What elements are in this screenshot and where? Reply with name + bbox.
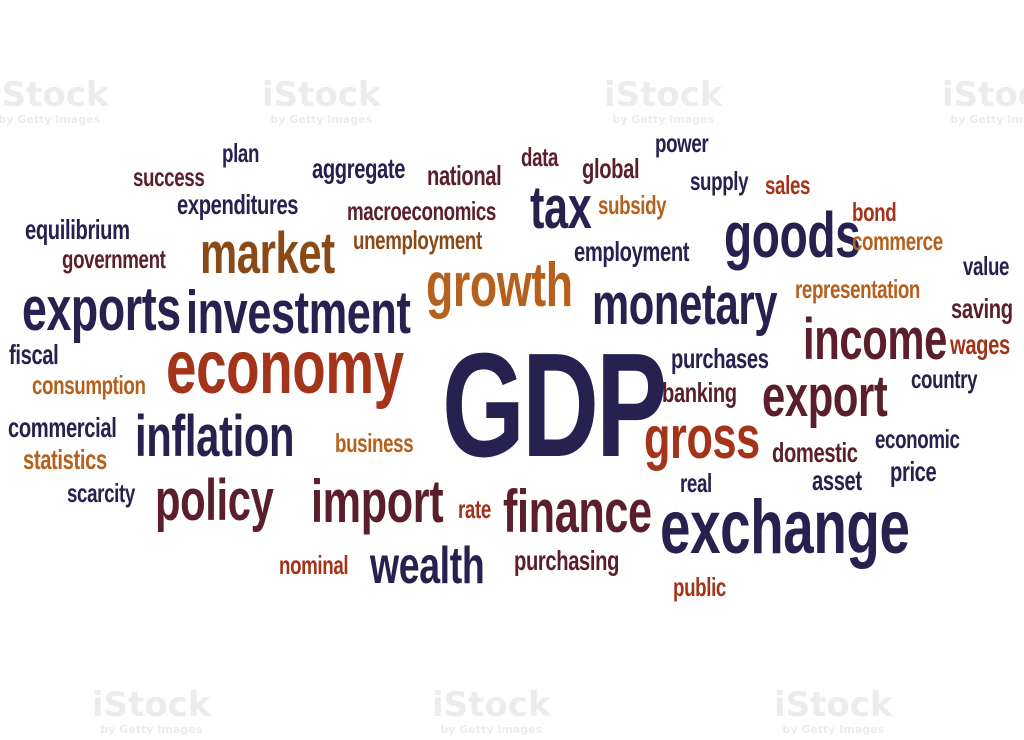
word-supply: supply [690,166,749,196]
word-purchases: purchases [671,343,769,374]
word-expenditures: expenditures [177,189,299,220]
watermark-brand: iStock [604,75,723,115]
word-tax: tax [530,174,592,241]
watermark: iStock by Getty Images [92,688,211,735]
word-success: success [133,162,205,192]
word-investment: investment [186,279,411,346]
word-banking: banking [662,377,737,408]
watermark-tagline: by Getty Images [100,723,203,736]
word-scarcity: scarcity [67,478,135,508]
watermark-tagline: by Getty Images [0,113,101,126]
word-public: public [673,572,726,602]
word-fiscal: fiscal [9,339,59,370]
watermark-tagline: by Getty Images [612,113,715,126]
watermark-tagline: by Getty Images [270,113,373,126]
word-domestic: domestic [772,437,858,468]
word-exchange: exchange [660,485,910,570]
word-income: income [803,307,948,372]
word-employment: employment [574,236,690,267]
word-business: business [335,428,414,458]
word-wages: wages [950,329,1010,360]
word-sales: sales [765,170,811,200]
word-monetary: monetary [592,272,778,337]
watermark-brand: iStock [432,685,551,725]
word-gross: gross [644,404,760,471]
word-statistics: statistics [23,444,107,475]
word-purchasing: purchasing [514,545,620,576]
word-country: country [911,364,978,394]
watermark: iStock by Getty Images [942,78,1024,125]
word-price: price [890,456,937,487]
word-plan: plan [222,138,260,168]
word-gdp: GDP [442,323,667,488]
word-commerce: commerce [852,226,943,256]
watermark: iStock by Getty Images [604,78,723,125]
word-saving: saving [951,293,1013,324]
word-rate: rate [458,494,491,524]
watermark-brand: iStock [92,685,211,725]
word-subsidy: subsidy [598,190,667,220]
word-equilibrium: equilibrium [25,214,130,245]
word-import: import [311,468,444,535]
word-national: national [427,160,502,191]
word-wealth: wealth [370,537,485,595]
word-inflation: inflation [135,404,295,469]
watermark: iStock by Getty Images [262,78,381,125]
watermark-brand: iStock [0,75,109,115]
watermark-tagline: by Getty Images [950,113,1024,126]
watermark-tagline: by Getty Images [440,723,543,736]
watermark-brand: iStock [262,75,381,115]
watermark-brand: iStock [774,685,893,725]
word-unemployment: unemployment [353,225,482,255]
word-power: power [655,128,709,158]
word-asset: asset [812,465,862,496]
word-goods: goods [724,199,861,271]
watermark: iStock by Getty Images [0,78,109,125]
word-market: market [200,221,335,286]
word-representation: representation [795,274,920,304]
word-nominal: nominal [279,550,349,580]
word-commercial: commercial [8,412,117,443]
word-policy: policy [155,468,274,533]
watermark-tagline: by Getty Images [782,723,885,736]
watermark: iStock by Getty Images [432,688,551,735]
word-exports: exports [22,275,181,344]
word-export: export [762,364,888,429]
word-real: real [680,468,712,498]
word-macroeconomics: macroeconomics [347,196,496,226]
word-global: global [582,153,640,184]
word-finance: finance [503,478,652,545]
watermark-brand: iStock [942,75,1024,115]
word-consumption: consumption [32,370,146,400]
word-government: government [62,244,166,274]
word-data: data [521,142,559,172]
word-economy: economy [166,325,404,410]
word-bond: bond [852,197,897,227]
word-growth: growth [426,251,573,320]
word-economic: economic [875,424,960,454]
word-value: value [963,251,1010,281]
watermark: iStock by Getty Images [774,688,893,735]
word-aggregate: aggregate [312,153,406,184]
